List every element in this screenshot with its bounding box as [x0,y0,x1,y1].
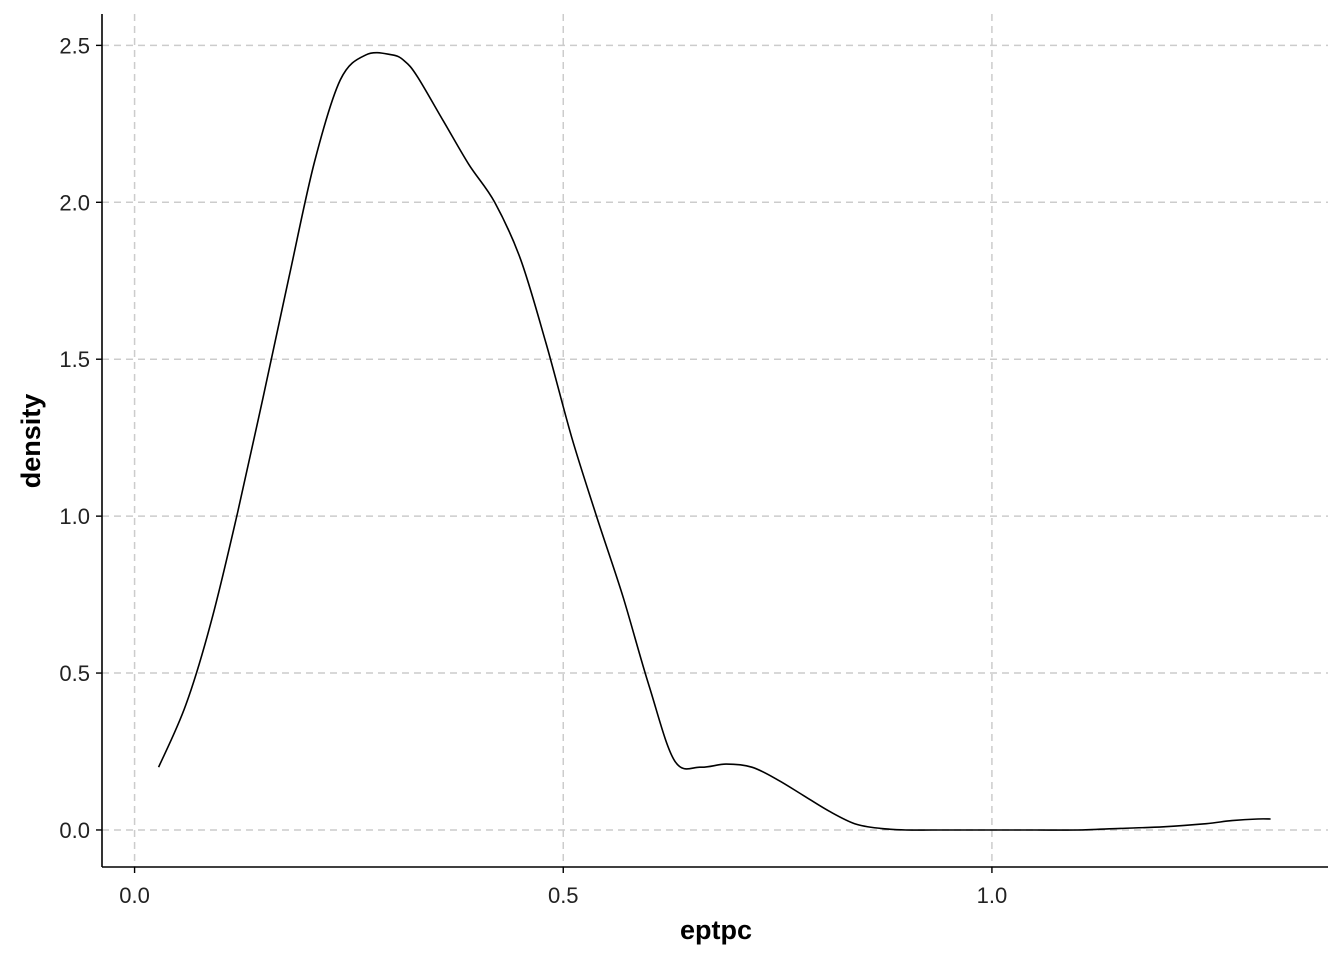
y-tick-label-5: 2.5 [59,33,90,58]
x-tick-label-0: 0.0 [119,883,150,908]
x-axis-title: eptpc [680,915,752,945]
grid-lines [102,14,1328,867]
y-axis-title: density [16,394,46,489]
x-tick-label-2: 1.0 [977,883,1008,908]
x-tick-label-1: 0.5 [548,883,579,908]
axes [96,14,1328,873]
y-tick-label-0: 0.0 [59,818,90,843]
density-series-line-0 [157,51,1271,831]
y-tick-label-1: 0.5 [59,661,90,686]
tick-labels: 0.0 0.5 1.0 1.5 2.0 2.5 0.0 0.5 1.0 [59,33,1007,908]
density-curve-layer [157,51,1271,831]
y-tick-label-3: 1.5 [59,347,90,372]
y-tick-label-4: 2.0 [59,190,90,215]
y-tick-label-2: 1.0 [59,504,90,529]
